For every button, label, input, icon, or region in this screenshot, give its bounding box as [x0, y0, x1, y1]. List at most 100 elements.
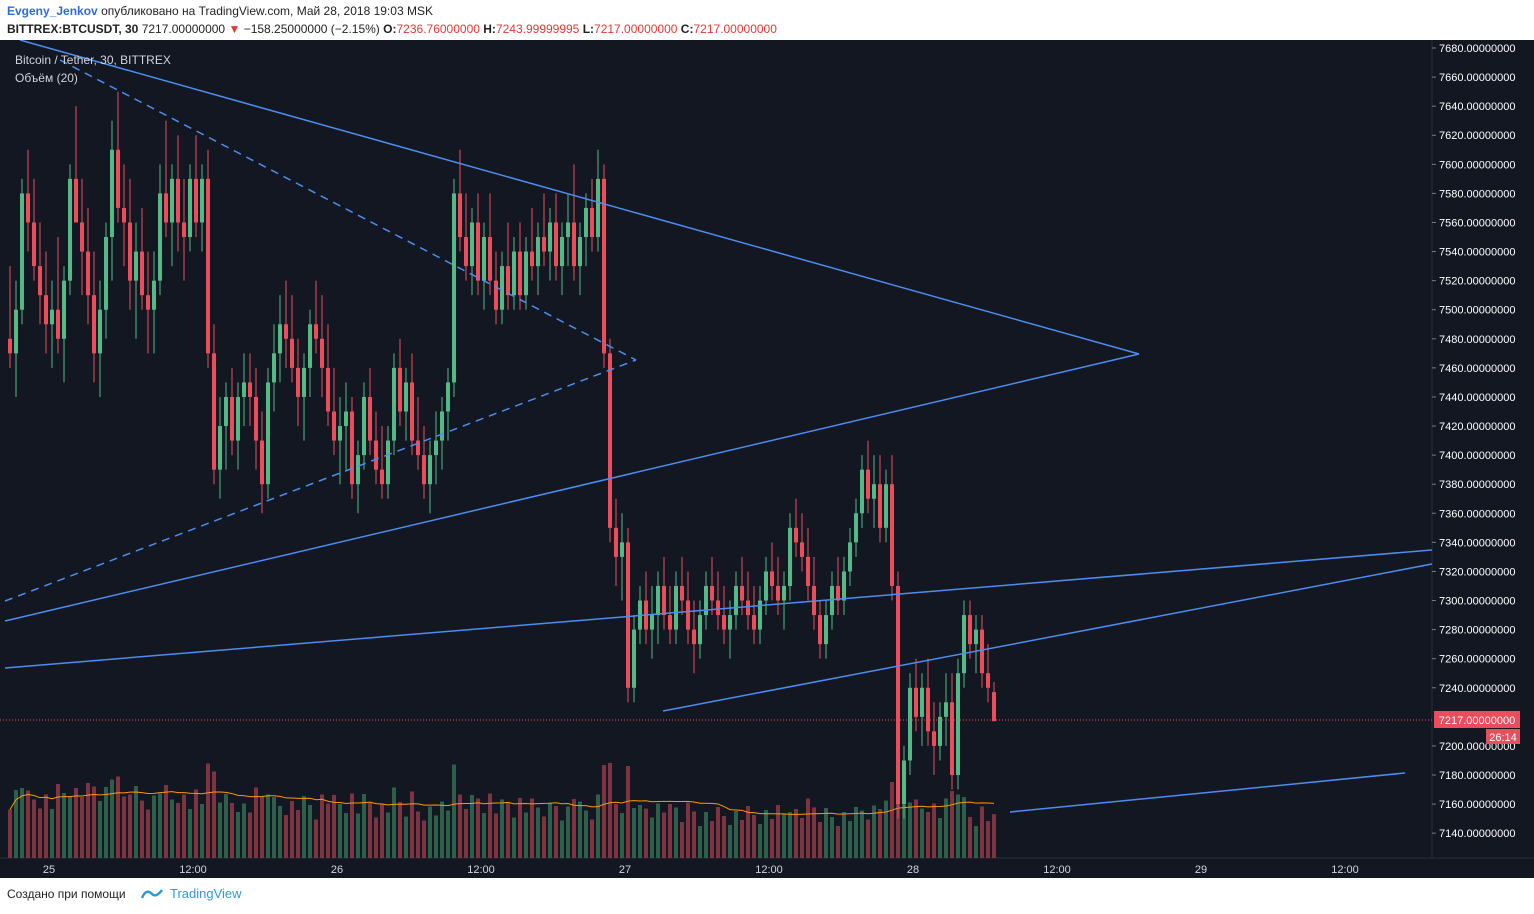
candle-body: [830, 585, 834, 616]
volume-bar: [728, 825, 732, 858]
candle-body: [140, 251, 144, 296]
price-tick-label: 7680.00000000: [1439, 43, 1515, 55]
volume-bar: [806, 798, 810, 858]
volume-bar: [362, 794, 366, 858]
price-tick-label: 7280.00000000: [1439, 625, 1515, 637]
candle-body: [86, 251, 90, 296]
trend-line-dashed-upper[interactable]: [59, 59, 637, 361]
candle-body: [8, 338, 12, 354]
tradingview-logo-icon[interactable]: [140, 886, 164, 902]
candle-body: [104, 237, 108, 310]
candle-body: [134, 251, 138, 281]
candle-body: [536, 237, 540, 267]
candle-body: [728, 615, 732, 630]
author-link[interactable]: Evgeny_Jenkov: [7, 4, 98, 18]
volume-bar: [734, 811, 738, 858]
volume-bar: [752, 815, 756, 858]
volume-bar: [92, 786, 96, 858]
volume-bar: [128, 794, 132, 858]
volume-bars: [8, 763, 996, 858]
volume-bar: [914, 799, 918, 858]
volume-bar: [668, 804, 672, 858]
volume-bar: [908, 802, 912, 858]
price-tick-label: 7240.00000000: [1439, 683, 1515, 695]
volume-bar: [926, 812, 930, 858]
trend-line-long[interactable]: [4, 549, 1433, 669]
volume-bar: [506, 803, 510, 858]
candle-body: [674, 585, 678, 630]
trend-line-upper[interactable]: [19, 40, 1140, 355]
candle-body: [956, 673, 960, 775]
volume-bar: [836, 826, 840, 858]
close-label: C:: [680, 22, 694, 36]
open-value: 7236.76000000: [396, 22, 480, 36]
price-tick-label: 7180.00000000: [1439, 770, 1515, 782]
volume-bar: [518, 798, 522, 858]
volume-bar: [368, 803, 372, 858]
candle-body: [926, 687, 930, 732]
volume-bar: [860, 810, 864, 858]
candle-body: [422, 455, 426, 485]
trend-line-dashed-lower[interactable]: [4, 359, 637, 602]
volume-bar: [344, 813, 348, 858]
price-chart[interactable]: 7680.00000000 7660.00000000 7640.00000000 7…: [0, 40, 1534, 878]
candle-body: [776, 585, 780, 601]
candle-body: [266, 382, 270, 485]
volume-bar: [242, 803, 246, 858]
volume-bar: [950, 791, 954, 858]
volume-bar: [482, 813, 486, 858]
high-value: 7243.99999995: [495, 22, 580, 36]
volume-bar: [902, 804, 906, 858]
time-tick-label: 12:00: [467, 864, 495, 876]
trend-line-lower[interactable]: [4, 353, 1140, 622]
publish-info: Evgeny_Jenkov опубликовано на TradingVie…: [7, 4, 433, 18]
volume-bar: [26, 790, 30, 858]
volume-bar: [740, 820, 744, 858]
price-tick-label: 7300.00000000: [1439, 596, 1515, 608]
price-tick-label: 7260.00000000: [1439, 654, 1515, 666]
volume-bar: [920, 808, 924, 858]
candle-body: [482, 237, 486, 281]
volume-bar: [644, 808, 648, 858]
volume-bar: [332, 795, 336, 858]
volume-bar: [410, 791, 414, 858]
candle-body: [878, 484, 882, 528]
candle-body: [824, 615, 828, 645]
volume-bar: [554, 806, 558, 858]
support-line[interactable]: [1009, 772, 1406, 813]
volume-bar: [458, 794, 462, 858]
price-tick-label: 7560.00000000: [1439, 217, 1515, 229]
volume-bar: [650, 817, 654, 858]
volume-bar: [578, 801, 582, 858]
volume-bar: [476, 798, 480, 858]
candle-body: [476, 222, 480, 281]
volume-bar: [572, 799, 576, 858]
channel-line[interactable]: [662, 563, 1433, 712]
volume-bar: [884, 800, 888, 858]
volume-ma-line: [9, 791, 995, 815]
time-tick-label: 26: [331, 864, 343, 876]
candle-body: [374, 440, 378, 470]
candle-body: [764, 571, 768, 601]
price-axis-labels: 7680.00000000 7660.00000000 7640.00000000 7…: [1432, 43, 1515, 840]
volume-bar: [662, 812, 666, 858]
candle-body: [902, 760, 906, 805]
volume-bar: [404, 816, 408, 858]
volume-bar: [206, 763, 210, 858]
candle-body: [518, 251, 522, 296]
footer: Создано при помощи TradingView: [0, 878, 1534, 914]
candle-body: [434, 440, 438, 456]
volume-bar: [470, 795, 474, 858]
candle-body: [512, 251, 516, 296]
candle-body: [914, 687, 918, 717]
candle-body: [716, 600, 720, 616]
volume-bar: [302, 796, 306, 858]
volume-bar: [158, 793, 162, 858]
volume-bar: [812, 807, 816, 858]
volume-bar: [944, 798, 948, 858]
volume-bar: [488, 793, 492, 858]
candle-body: [152, 280, 156, 310]
tradingview-link[interactable]: TradingView: [170, 886, 242, 901]
candle-body: [74, 178, 78, 223]
trend-lines[interactable]: [4, 40, 1433, 813]
